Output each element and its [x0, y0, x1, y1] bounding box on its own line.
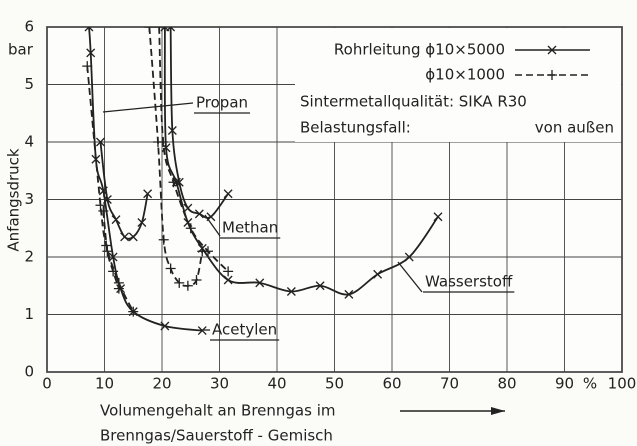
- marker: [102, 246, 113, 257]
- marker: [101, 240, 112, 251]
- marker: [547, 45, 557, 55]
- marker: [433, 212, 443, 222]
- marker: [120, 232, 130, 242]
- marker: [165, 263, 176, 274]
- marker: [143, 189, 153, 199]
- x-tick-label: 40: [267, 375, 286, 393]
- marker: [547, 70, 557, 80]
- marker: [84, 27, 94, 32]
- x-tick-label: 20: [152, 375, 171, 393]
- x-axis-label: Brenngas/Sauerstoff - Gemisch: [100, 427, 333, 445]
- marker: [183, 203, 193, 213]
- x-tick-label: 70: [440, 375, 459, 393]
- x-axis-label: Volumengehalt an Brenngas im: [100, 402, 335, 420]
- marker: [223, 266, 234, 277]
- note: Belastungsfall:: [300, 119, 411, 137]
- curve: [86, 66, 135, 313]
- marker: [144, 27, 155, 32]
- marker: [160, 27, 170, 32]
- label-leader: [397, 261, 423, 293]
- x-tick-label: 0: [42, 375, 52, 393]
- x-tick-label: 10: [95, 375, 114, 393]
- curve-label: Acetylen: [212, 321, 277, 339]
- marker: [113, 277, 124, 288]
- marker: [96, 137, 105, 147]
- curve-label: Wasserstoff: [425, 273, 513, 291]
- marker: [315, 281, 325, 291]
- marker: [158, 234, 169, 245]
- marker: [255, 278, 265, 288]
- x-tick-label: 30: [210, 375, 229, 393]
- marker: [128, 232, 138, 242]
- y-tick-label: 5: [24, 75, 34, 93]
- marker: [158, 137, 169, 147]
- x-tick-label: 90: [555, 375, 574, 393]
- label-leader: [102, 102, 194, 113]
- marker: [95, 200, 106, 211]
- marker: [98, 186, 108, 196]
- curve: [102, 210, 120, 289]
- marker: [185, 223, 196, 234]
- curve-label: Methan: [222, 219, 278, 237]
- marker: [404, 252, 414, 262]
- marker: [86, 48, 96, 58]
- marker: [344, 289, 354, 299]
- marker: [108, 252, 118, 262]
- y-tick-label: 4: [24, 133, 34, 151]
- y-axis-label: Anfangsdruck: [5, 148, 23, 252]
- marker: [82, 61, 93, 72]
- marker: [160, 321, 170, 331]
- marker: [373, 269, 383, 279]
- x-tick-label: 80: [497, 375, 516, 393]
- marker: [223, 275, 233, 285]
- x-tick-label: 50: [325, 375, 344, 393]
- marker: [191, 275, 202, 285]
- y-tick-label: 6: [24, 18, 34, 36]
- x-tick-label: 60: [382, 375, 401, 393]
- y-unit: bar: [8, 41, 34, 59]
- y-tick-label: 1: [24, 305, 34, 323]
- marker: [194, 209, 204, 219]
- axis-arrow-head: [491, 407, 505, 415]
- y-tick-label: 3: [24, 190, 34, 208]
- y-tick-label: 2: [24, 248, 34, 266]
- marker: [168, 177, 179, 188]
- marker: [223, 189, 233, 199]
- note: von außen: [535, 119, 614, 137]
- marker: [111, 215, 121, 225]
- marker: [286, 287, 296, 296]
- marker: [182, 280, 193, 291]
- marker: [167, 126, 177, 135]
- y-tick-label: 0: [24, 363, 34, 381]
- legend-label: ϕ10×1000: [425, 66, 505, 84]
- note: Sintermetallqualität: SIKA R30: [300, 93, 527, 111]
- curve: [88, 27, 203, 332]
- legend-box: [295, 28, 621, 142]
- label-leader: [204, 214, 221, 237]
- marker: [128, 306, 139, 317]
- marker: [154, 27, 165, 32]
- x-unit: %: [583, 375, 597, 393]
- curves: [82, 27, 443, 336]
- x-tick-label: 100: [608, 375, 637, 393]
- marker: [174, 277, 185, 288]
- marker: [137, 218, 147, 227]
- legend-label: Rohrleitung ϕ10×5000: [334, 41, 505, 59]
- marker: [203, 246, 213, 257]
- curve-label: Propan: [196, 94, 248, 112]
